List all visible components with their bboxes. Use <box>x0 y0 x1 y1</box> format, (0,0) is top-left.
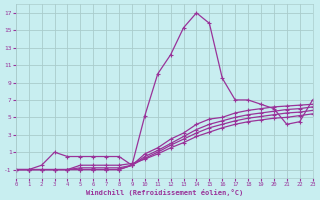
X-axis label: Windchill (Refroidissement éolien,°C): Windchill (Refroidissement éolien,°C) <box>85 189 243 196</box>
